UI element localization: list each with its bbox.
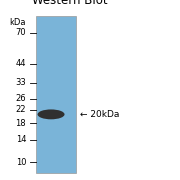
Text: 70: 70 [15, 28, 26, 37]
Text: 10: 10 [16, 158, 26, 166]
Text: 18: 18 [15, 118, 26, 127]
Text: 22: 22 [16, 105, 26, 114]
Text: 26: 26 [15, 94, 26, 103]
Text: 14: 14 [16, 135, 26, 144]
Ellipse shape [38, 109, 65, 119]
Text: ← 20kDa: ← 20kDa [80, 110, 120, 119]
Text: kDa: kDa [10, 19, 26, 28]
Text: 44: 44 [16, 59, 26, 68]
Bar [36, 16, 76, 173]
Text: Western Blot: Western Blot [32, 0, 108, 7]
Text: 33: 33 [15, 78, 26, 87]
